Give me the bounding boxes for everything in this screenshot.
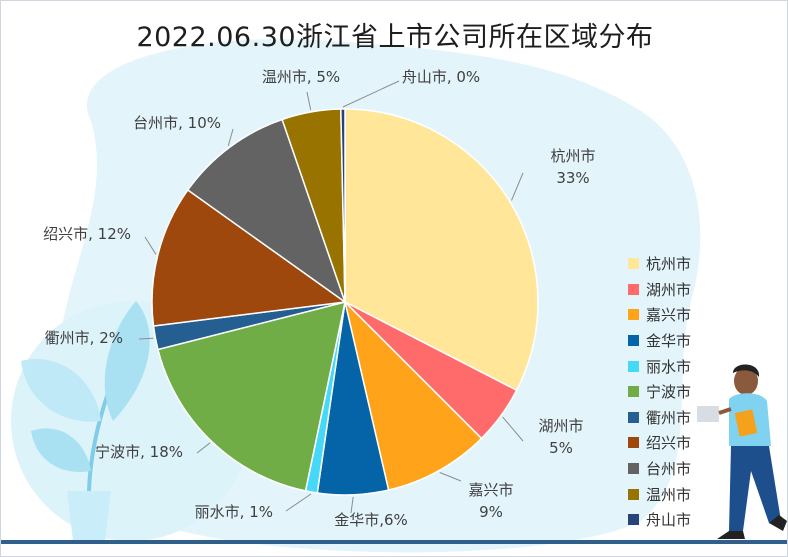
legend-label: 台州市 (646, 460, 692, 479)
leader-line-2 (502, 416, 524, 442)
legend-label: 丽水市 (646, 357, 692, 376)
legend-item-3: 嘉兴市 (628, 302, 691, 328)
legend-swatch (628, 411, 639, 423)
pie-slice-9 (186, 118, 347, 304)
data-label-5: 丽水市, 1% (195, 503, 273, 521)
data-label-2: 湖州市 5% (538, 417, 583, 457)
legend-label: 温州市 (646, 485, 692, 504)
legend-label: 嘉兴市 (646, 306, 692, 325)
legend-swatch (628, 309, 639, 321)
legend-item-1: 杭州市 (628, 251, 691, 277)
legend-label: 衢州市 (646, 408, 692, 427)
legend-label: 舟山市 (646, 511, 692, 530)
legend-item-4: 金华市 (628, 328, 691, 354)
data-label-4: 金华市,6% (334, 511, 408, 529)
legend-item-11: 舟山市 (628, 507, 691, 533)
leader-line-6 (196, 442, 211, 454)
legend-swatch (628, 386, 639, 398)
data-label-9: 台州市, 10% (133, 114, 221, 132)
legend-label: 绍兴市 (646, 434, 692, 453)
leader-line-8 (144, 236, 157, 255)
legend-label: 金华市 (646, 332, 692, 351)
legend-swatch (628, 514, 639, 526)
data-label-8: 绍兴市, 12% (43, 225, 131, 243)
leader-line-10 (306, 91, 312, 111)
legend-item-6: 宁波市 (628, 379, 691, 405)
chart-legend: 杭州市湖州市嘉兴市金华市丽水市宁波市衢州市绍兴市台州市温州市舟山市 (628, 251, 691, 533)
legend-label: 宁波市 (646, 383, 692, 402)
data-label-1: 杭州市 33% (550, 147, 595, 187)
pie-slice-3 (343, 299, 483, 491)
data-label-10: 温州市, 5% (262, 68, 340, 86)
leader-line-1 (511, 172, 524, 201)
leader-line-7 (138, 337, 154, 340)
legend-swatch (628, 258, 639, 270)
legend-swatch (628, 488, 639, 500)
person-illustration (697, 364, 787, 539)
pie-slice-8 (151, 188, 348, 327)
bottom-border (1, 540, 787, 544)
legend-item-2: 湖州市 (628, 277, 691, 303)
legend-swatch (628, 360, 639, 372)
leader-line-5 (285, 493, 312, 512)
pie-slice-1 (344, 108, 539, 392)
chart-title: 2022.06.30浙江省上市公司所在区域分布 (136, 22, 654, 53)
leader-line-4 (350, 496, 354, 514)
legend-item-9: 台州市 (628, 456, 691, 482)
legend-swatch (628, 335, 639, 347)
legend-item-7: 衢州市 (628, 405, 691, 431)
data-label-11: 舟山市, 0% (402, 68, 480, 86)
legend-swatch (628, 437, 639, 449)
leader-line-3 (439, 472, 462, 482)
legend-label: 杭州市 (646, 255, 692, 274)
pie-slice-6 (157, 300, 346, 492)
legend-swatch (628, 283, 639, 295)
data-label-3: 嘉兴市 9% (468, 481, 513, 521)
leader-line-9 (227, 128, 234, 146)
legend-item-10: 温州市 (628, 481, 691, 507)
pie-slice-11 (340, 108, 346, 303)
legend-swatch (628, 463, 639, 475)
data-label-6: 宁波市, 18% (95, 443, 183, 461)
leader-line-11 (342, 80, 400, 108)
legend-item-5: 丽水市 (628, 353, 691, 379)
legend-label: 湖州市 (646, 280, 692, 299)
plant-icon (21, 301, 150, 541)
data-label-7: 衢州市, 2% (45, 329, 123, 347)
legend-item-8: 绍兴市 (628, 430, 691, 456)
